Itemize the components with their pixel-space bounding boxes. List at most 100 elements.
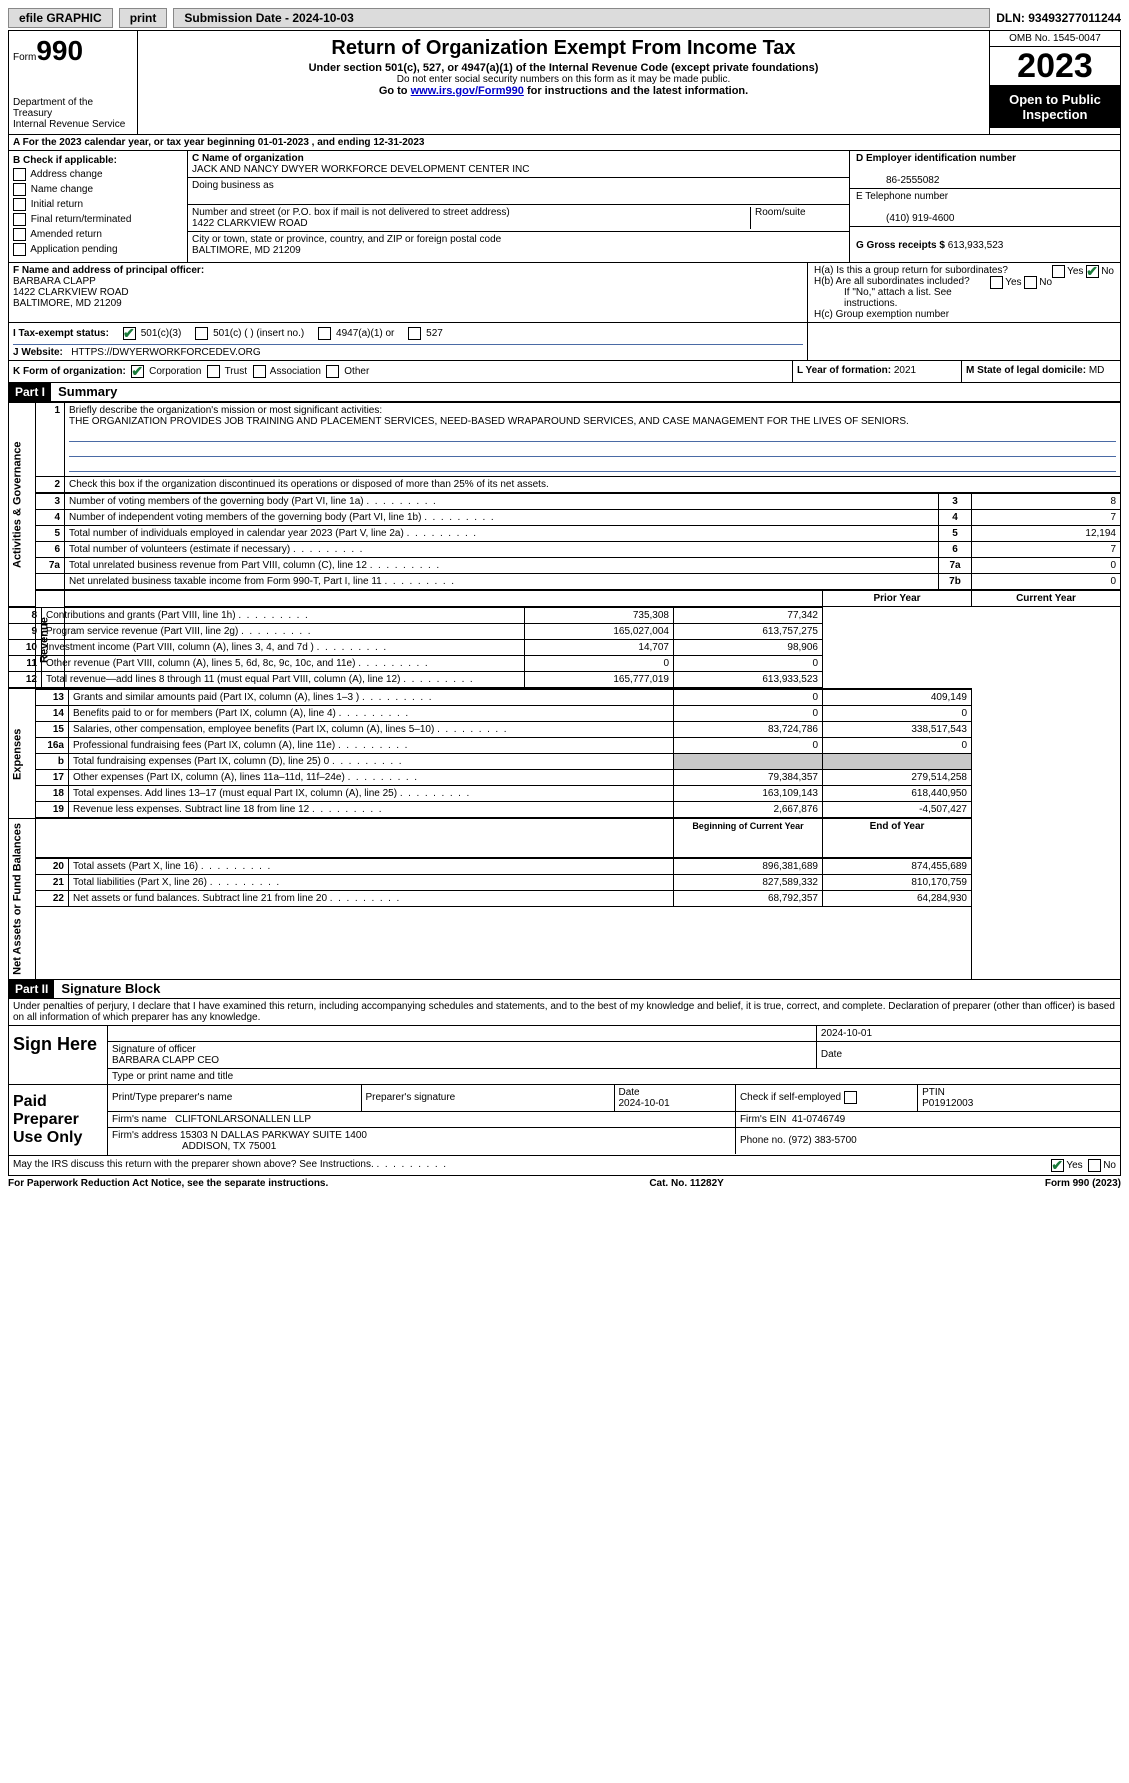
omb-number: OMB No. 1545-0047	[990, 31, 1120, 47]
firm-addr1: 15303 N DALLAS PARKWAY SUITE 1400	[180, 1130, 367, 1141]
line-text: Total expenses. Add lines 13–17 (must eq…	[69, 786, 674, 802]
part2-header: Part II	[9, 980, 54, 998]
prior-value: 0	[674, 690, 823, 706]
self-employed: Check if self-employed	[735, 1085, 917, 1112]
part1-title: Summary	[54, 382, 121, 401]
opt-other: Other	[344, 366, 369, 377]
officer-name: BARBARA CLAPP	[13, 276, 96, 287]
officer-sig-name: BARBARA CLAPP CEO	[112, 1055, 219, 1066]
ein-label: D Employer identification number	[856, 153, 1016, 164]
opt-pending: Application pending	[30, 244, 117, 255]
section-deg: D Employer identification number 86-2555…	[849, 151, 1120, 262]
col-current: Current Year	[972, 591, 1121, 607]
prior-value: 0	[674, 738, 823, 754]
prior-value: 14,707	[525, 640, 674, 656]
line-no: 4	[36, 510, 65, 526]
line-text: Number of independent voting members of …	[65, 510, 939, 526]
website-value: HTTPS://DWYERWORKFORCEDEV.ORG	[71, 347, 260, 358]
col-end: End of Year	[823, 819, 972, 858]
line-key: 5	[939, 526, 972, 542]
current-value: -4,507,427	[823, 802, 972, 818]
chk-discuss-yes[interactable]	[1051, 1159, 1064, 1172]
line-no: 15	[36, 722, 69, 738]
current-value: 810,170,759	[823, 874, 972, 890]
domicile-label: M State of legal domicile:	[966, 365, 1086, 376]
section-ij: I Tax-exempt status: 501(c)(3) 501(c) ( …	[8, 323, 1121, 361]
gross-label: G Gross receipts $	[856, 240, 945, 251]
line-value: 8	[972, 494, 1121, 510]
dba-label: Doing business as	[192, 180, 274, 191]
ha-no: No	[1101, 266, 1114, 277]
chk-501c3[interactable]: 501(c)(3)	[123, 327, 181, 340]
line-text: Revenue less expenses. Subtract line 18 …	[69, 802, 674, 818]
opt-final: Final return/terminated	[31, 214, 132, 225]
print-button[interactable]: print	[119, 8, 168, 28]
line-key: 6	[939, 542, 972, 558]
line-1: 1	[36, 403, 65, 477]
line-text: Other revenue (Part VIII, column (A), li…	[42, 656, 525, 672]
chk-initial[interactable]: Initial return	[13, 198, 183, 211]
opt-initial: Initial return	[31, 199, 83, 210]
chk-name-change[interactable]: Name change	[13, 183, 183, 196]
col-prior: Prior Year	[823, 591, 972, 607]
chk-discuss-no[interactable]	[1088, 1159, 1101, 1172]
line-value: 12,194	[972, 526, 1121, 542]
chk-final[interactable]: Final return/terminated	[13, 213, 183, 226]
current-value: 409,149	[823, 690, 972, 706]
line-key: 7a	[939, 558, 972, 574]
opt-amended: Amended return	[30, 229, 102, 240]
street-label: Number and street (or P.O. box if mail i…	[192, 207, 510, 218]
goto-suffix: for instructions and the latest informat…	[524, 85, 748, 97]
opt-trust: Trust	[225, 366, 247, 377]
line-no	[36, 574, 65, 590]
section-fh: F Name and address of principal officer:…	[8, 263, 1121, 323]
chk-other[interactable]	[326, 365, 339, 378]
line-no: 14	[36, 706, 69, 722]
chk-pending[interactable]: Application pending	[13, 243, 183, 256]
line-no: 22	[36, 890, 69, 906]
firm-name: CLIFTONLARSONALLEN LLP	[175, 1114, 311, 1125]
chk-amended[interactable]: Amended return	[13, 228, 183, 241]
sign-block: Sign Here 2024-10-01 Signature of office…	[8, 1026, 1121, 1085]
prior-value: 0	[674, 706, 823, 722]
tax-year: 2023	[990, 47, 1120, 86]
line-no: 19	[36, 802, 69, 818]
firm-name-label: Firm's name	[112, 1114, 167, 1125]
line-text: Total number of volunteers (estimate if …	[65, 542, 939, 558]
chk-501c[interactable]: 501(c) ( ) (insert no.)	[195, 327, 304, 340]
line-no: 3	[36, 494, 65, 510]
prior-value: 79,384,357	[674, 770, 823, 786]
chk-527[interactable]: 527	[408, 327, 442, 340]
chk-trust[interactable]	[207, 365, 220, 378]
submission-date: Submission Date - 2024-10-03	[173, 8, 990, 28]
prior-value: 68,792,357	[674, 890, 823, 906]
prep-date-label: Date	[619, 1087, 640, 1098]
chk-address-change[interactable]: Address change	[13, 168, 183, 181]
irs-link[interactable]: www.irs.gov/Form990	[411, 85, 524, 97]
current-value: 618,440,950	[823, 786, 972, 802]
chk-assoc[interactable]	[253, 365, 266, 378]
firm-phone: (972) 383-5700	[788, 1135, 856, 1146]
line-key: 4	[939, 510, 972, 526]
chk-self-employed[interactable]	[844, 1091, 857, 1104]
form-header: Form990 Department of the Treasury Inter…	[8, 30, 1121, 135]
line-text: Professional fundraising fees (Part IX, …	[69, 738, 674, 754]
section-b-label: B Check if applicable:	[13, 155, 117, 166]
goto-prefix: Go to	[379, 85, 411, 97]
line-key: 3	[939, 494, 972, 510]
part2-title: Signature Block	[57, 979, 164, 998]
opt-name: Name change	[31, 184, 93, 195]
type-name-label: Type or print name and title	[108, 1068, 1120, 1084]
phone-value: (410) 919-4600	[856, 213, 954, 224]
prior-value: 2,667,876	[674, 802, 823, 818]
firm-addr-label: Firm's address	[112, 1130, 177, 1141]
chk-corp[interactable]	[131, 365, 144, 378]
opt-corp: Corporation	[149, 366, 201, 377]
goto-line: Go to www.irs.gov/Form990 for instructio…	[144, 85, 983, 97]
suite-label: Room/suite	[755, 207, 806, 218]
chk-4947[interactable]: 4947(a)(1) or	[318, 327, 394, 340]
line-no: 17	[36, 770, 69, 786]
domicile-value: MD	[1089, 365, 1105, 376]
line-text: Total revenue—add lines 8 through 11 (mu…	[42, 672, 525, 688]
efile-label: efile GRAPHIC	[8, 8, 113, 28]
